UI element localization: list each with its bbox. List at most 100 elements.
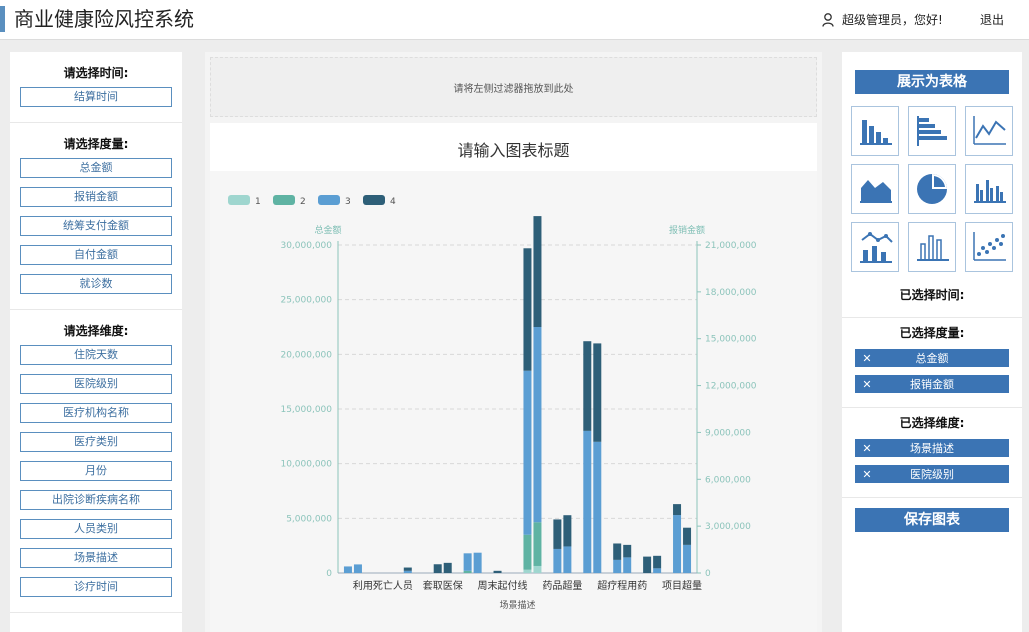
selected-measure-chip-1[interactable]: ✕ 总金额 — [855, 349, 1009, 367]
time-section-title: 请选择时间: — [63, 66, 129, 80]
grouped-bar-type-button[interactable] — [965, 164, 1013, 214]
save-chart-button[interactable]: 保存图表 — [855, 508, 1009, 532]
column-chart-type-button[interactable] — [908, 222, 956, 272]
bar-left-series-4-cat-4 — [433, 564, 442, 573]
legend-swatch-3 — [318, 195, 340, 205]
dimension-filter-button-2[interactable]: 医院级别 — [20, 374, 172, 394]
selected-dimension-chip-2[interactable]: ✕ 医院级别 — [855, 465, 1009, 483]
y-right-tick-label: 12,000,000 — [705, 382, 757, 392]
y-right-tick-label: 18,000,000 — [705, 288, 757, 298]
title-accent-bar — [0, 6, 5, 32]
y-right-tick-label: 9,000,000 — [705, 428, 751, 438]
bar-left-series-3-cat-1 — [343, 566, 352, 573]
selected-dimension-chip-label: 场景描述 — [910, 442, 954, 455]
pie-chart-type-button[interactable] — [908, 164, 956, 214]
remove-icon[interactable]: ✕ — [862, 441, 872, 455]
bar-right-series-3-cat-11 — [653, 568, 662, 573]
bar-chart: 1 2 3 4 总金额 报销金额 0 5,000,000 10,000,000 15,000,00… — [228, 195, 757, 611]
x-tick-label: 套取医保 — [423, 579, 463, 592]
y-axis-right-title: 报销金额 — [669, 224, 705, 236]
horizontal-bar-icon — [917, 116, 947, 146]
remove-icon[interactable]: ✕ — [862, 377, 872, 391]
dimension-section-title: 请选择维度: — [63, 324, 129, 338]
bar-right-series-3-cat-10 — [623, 557, 632, 573]
legend-swatch-2 — [273, 195, 295, 205]
y-left-tick-label: 20,000,000 — [280, 350, 332, 360]
selected-measure-chip-label: 报销金额 — [910, 378, 954, 391]
bar-chart-type-button[interactable] — [851, 106, 899, 156]
selected-measure-chip-label: 总金额 — [915, 352, 949, 365]
bar-left-series-3-cat-8 — [553, 548, 562, 573]
chart-title-input[interactable]: 请输入图表标题 — [457, 141, 570, 160]
filter-panel: 请选择时间: 结算时间 请选择度量: 总金额 报销金额 统筹支付金额 自付金额 就诊数 … — [10, 52, 182, 632]
line-bar-combo-icon — [860, 232, 893, 263]
dimension-filter-button-9[interactable]: 诊疗时间 — [20, 577, 172, 597]
dimension-filter-button-6[interactable]: 出院诊断疾病名称 — [20, 490, 172, 510]
selected-time-section: 已选择时间: — [842, 286, 1022, 318]
x-tick-label: 周末起付线 — [478, 579, 528, 592]
measure-filter-button-1[interactable]: 总金额 — [20, 158, 172, 178]
selected-measure-section: 已选择度量: ✕ 总金额 ✕ 报销金额 — [842, 324, 1022, 408]
bar-right-series-4-cat-11 — [653, 555, 662, 569]
user-greeting: 超级管理员，您好! — [842, 13, 943, 27]
bar-right-series-1-cat-7 — [533, 565, 542, 573]
bar-right-series-4-cat-9 — [593, 343, 602, 442]
dimension-filter-button-1[interactable]: 住院天数 — [20, 345, 172, 365]
bar-left-series-1-cat-7 — [523, 569, 532, 573]
bar-right-series-3-cat-12 — [683, 544, 692, 573]
bar-right-series-4-cat-10 — [623, 544, 632, 558]
line-bar-combo-type-button[interactable] — [851, 222, 899, 272]
measure-filter-button-5[interactable]: 就诊数 — [20, 274, 172, 294]
scatter-chart-icon — [973, 232, 1006, 261]
show-as-table-button[interactable]: 展示为表格 — [855, 70, 1009, 94]
logout-link[interactable]: 退出 — [980, 13, 1005, 27]
bar-right-series-3-cat-1 — [353, 564, 362, 573]
dimension-filter-button-8[interactable]: 场景描述 — [20, 548, 172, 568]
measure-filter-button-3[interactable]: 统筹支付金额 — [20, 216, 172, 236]
selected-measure-title: 已选择度量: — [899, 326, 965, 340]
measure-filter-button-4[interactable]: 自付金额 — [20, 245, 172, 265]
selected-time-title: 已选择时间: — [899, 288, 965, 302]
area-chart-icon — [860, 180, 892, 203]
chart-workspace: 请将左侧过滤器拖放到此处 请输入图表标题 1 2 3 4 总金额 报销金额 0 5,000,0… — [205, 52, 822, 632]
y-axis-left-title: 总金额 — [314, 224, 341, 236]
measure-section: 请选择度量: 总金额 报销金额 统筹支付金额 自付金额 就诊数 — [10, 135, 182, 310]
selected-dimension-chip-label: 医院级别 — [910, 468, 954, 481]
remove-icon[interactable]: ✕ — [862, 467, 872, 481]
dimension-filter-button-5[interactable]: 月份 — [20, 461, 172, 481]
area-chart-type-button[interactable] — [851, 164, 899, 214]
bar-left-series-3-cat-3 — [403, 570, 412, 573]
selected-measure-chip-2[interactable]: ✕ 报销金额 — [855, 375, 1009, 393]
time-filter-button-1[interactable]: 结算时间 — [20, 87, 172, 107]
scatter-chart-type-button[interactable] — [965, 222, 1013, 272]
legend-label-2: 2 — [300, 197, 306, 207]
grouped-bar-icon — [974, 180, 1006, 203]
legend-label-4: 4 — [390, 197, 396, 207]
legend-swatch-1 — [228, 195, 250, 205]
app-title: 商业健康险风控系统 — [14, 7, 194, 31]
selected-dimension-title: 已选择维度: — [899, 416, 965, 430]
measure-filter-button-2[interactable]: 报销金额 — [20, 187, 172, 207]
dimension-filter-button-4[interactable]: 医疗类别 — [20, 432, 172, 452]
dimension-filter-button-7[interactable]: 人员类别 — [20, 519, 172, 539]
selected-dimension-chip-1[interactable]: ✕ 场景描述 — [855, 439, 1009, 457]
horizontal-bar-type-button[interactable] — [908, 106, 956, 156]
y-right-tick-label: 0 — [705, 569, 711, 579]
y-left-tick-label: 10,000,000 — [280, 460, 332, 470]
bar-left-series-4-cat-9 — [583, 341, 592, 431]
bar-left-series-2-cat-7 — [523, 534, 532, 570]
column-chart-icon — [917, 235, 949, 261]
legend-swatch-4 — [363, 195, 385, 205]
y-left-tick-label: 15,000,000 — [280, 405, 332, 415]
user-info: 超级管理员，您好! — [822, 11, 943, 28]
remove-icon[interactable]: ✕ — [862, 351, 872, 365]
dimension-filter-button-3[interactable]: 医疗机构名称 — [20, 403, 172, 423]
line-chart-icon — [973, 116, 1006, 145]
user-icon — [822, 12, 834, 27]
line-chart-type-button[interactable] — [965, 106, 1013, 156]
y-left-tick-label: 25,000,000 — [280, 296, 332, 306]
filter-dropzone[interactable]: 请将左侧过滤器拖放到此处 — [210, 57, 817, 117]
y-left-tick-label: 5,000,000 — [286, 514, 332, 524]
y-left-tick-label: 30,000,000 — [280, 241, 332, 251]
bar-right-series-3-cat-9 — [593, 441, 602, 573]
